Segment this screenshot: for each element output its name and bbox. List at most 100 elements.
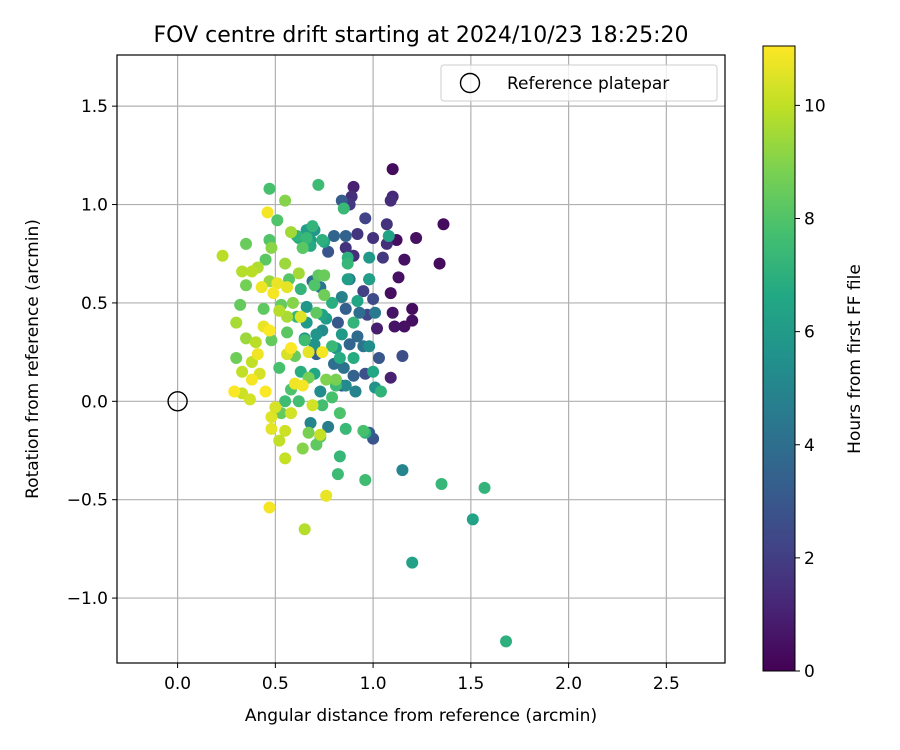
scatter-point	[245, 265, 258, 278]
scatter-point	[500, 635, 513, 648]
scatter-point	[279, 424, 292, 437]
scatter-point	[367, 365, 380, 378]
x-tick-label: 0.5	[262, 674, 289, 694]
x-tick-label: 2.0	[555, 674, 582, 694]
scatter-point	[347, 180, 360, 193]
scatter-point	[384, 371, 397, 384]
x-axis-ticks: 0.0 0.5 1.0 1.5 2.0 2.5	[164, 663, 680, 694]
scatter-point	[318, 289, 331, 302]
scatter-point	[328, 230, 341, 243]
scatter-point	[351, 228, 364, 241]
scatter-point	[240, 332, 253, 345]
scatter-point	[359, 474, 372, 487]
scatter-point	[279, 257, 292, 270]
scatter-point	[396, 350, 409, 363]
scatter-point	[296, 379, 309, 392]
scatter-point	[271, 214, 284, 227]
scatter-point	[236, 365, 249, 378]
colorbar-tick-label: 4	[804, 436, 815, 456]
scatter-point	[318, 269, 331, 282]
scatter-point	[269, 401, 282, 414]
scatter-point	[331, 468, 344, 481]
scatter-point	[265, 422, 278, 435]
scatter-point	[374, 385, 387, 398]
scatter-point	[433, 257, 446, 270]
scatter-point	[337, 361, 350, 374]
scatter-point	[347, 352, 360, 365]
reference-point	[167, 391, 188, 412]
scatter-points	[216, 163, 513, 648]
scatter-point	[284, 342, 297, 355]
legend: Reference platepar	[440, 64, 718, 102]
scatter-point	[339, 422, 352, 435]
scatter-point	[310, 306, 323, 319]
scatter-point	[279, 452, 292, 465]
scatter-point	[279, 194, 292, 207]
scatter-point	[316, 346, 329, 359]
scatter-point	[316, 233, 329, 246]
scatter-point	[281, 326, 294, 339]
scatter-point	[255, 281, 268, 294]
colorbar-tick-label: 6	[804, 323, 815, 343]
scatter-point	[296, 442, 309, 455]
scatter-point	[335, 291, 348, 304]
scatter-point	[257, 302, 270, 315]
scatter-point	[302, 346, 315, 359]
scatter-point	[386, 163, 399, 176]
scatter-point	[363, 273, 376, 286]
scatter-point	[300, 300, 313, 313]
scatter-point	[326, 391, 339, 404]
colorbar-tick-label: 8	[804, 210, 815, 230]
scatter-point	[263, 324, 276, 337]
scatter-point	[314, 385, 327, 398]
plot-frame	[116, 54, 726, 664]
colorbar-tick-label: 10	[804, 96, 826, 116]
scatter-point	[261, 206, 274, 219]
x-tick-label: 2.5	[653, 674, 680, 694]
scatter-point	[341, 273, 354, 286]
scatter-point	[300, 231, 313, 244]
legend-reference-marker	[459, 72, 481, 94]
colorbar-tick-label: 0	[804, 662, 815, 682]
x-axis-label: Angular distance from reference (arcmin)	[245, 706, 597, 726]
scatter-point	[339, 302, 352, 315]
scatter-point	[410, 231, 423, 244]
scatter-point	[380, 218, 393, 231]
scatter-point	[406, 302, 419, 315]
scatter-point	[306, 220, 319, 233]
scatter-point	[243, 393, 256, 406]
scatter-point	[308, 279, 321, 292]
reference-platepar-marker	[167, 391, 188, 412]
scatter-point	[333, 407, 346, 420]
y-tick-label: 0.5	[81, 294, 108, 314]
scatter-point	[310, 438, 323, 451]
scatter-point	[357, 424, 370, 437]
scatter-point	[265, 411, 278, 424]
scatter-point	[353, 306, 366, 319]
colorbar-label: Hours from first FF file	[845, 264, 865, 454]
scatter-point	[279, 395, 292, 408]
scatter-point	[335, 328, 348, 341]
scatter-point	[240, 237, 253, 250]
scatter-point	[398, 320, 411, 333]
scatter-point	[314, 428, 327, 441]
scatter-point	[322, 420, 335, 433]
scatter-point	[273, 434, 286, 447]
scatter-point	[296, 241, 309, 254]
scatter-point	[292, 395, 305, 408]
scatter-point	[265, 334, 278, 347]
scatter-point	[310, 328, 323, 341]
scatter-point	[267, 287, 280, 300]
scatter-point	[396, 464, 409, 477]
scatter-point	[320, 489, 333, 502]
scatter-point	[236, 265, 249, 278]
colorbar: 0 2 4 6 8 10 Hours from first FF file	[762, 45, 865, 682]
scatter-point	[466, 513, 479, 526]
scatter-point	[367, 231, 380, 244]
scatter-point	[298, 334, 311, 347]
scatter-point	[316, 399, 329, 412]
scatter-point	[343, 338, 356, 351]
scatter-point	[294, 310, 307, 323]
y-axis-ticks: −1.0 −0.5 0.0 0.5 1.0 1.5	[67, 97, 117, 609]
